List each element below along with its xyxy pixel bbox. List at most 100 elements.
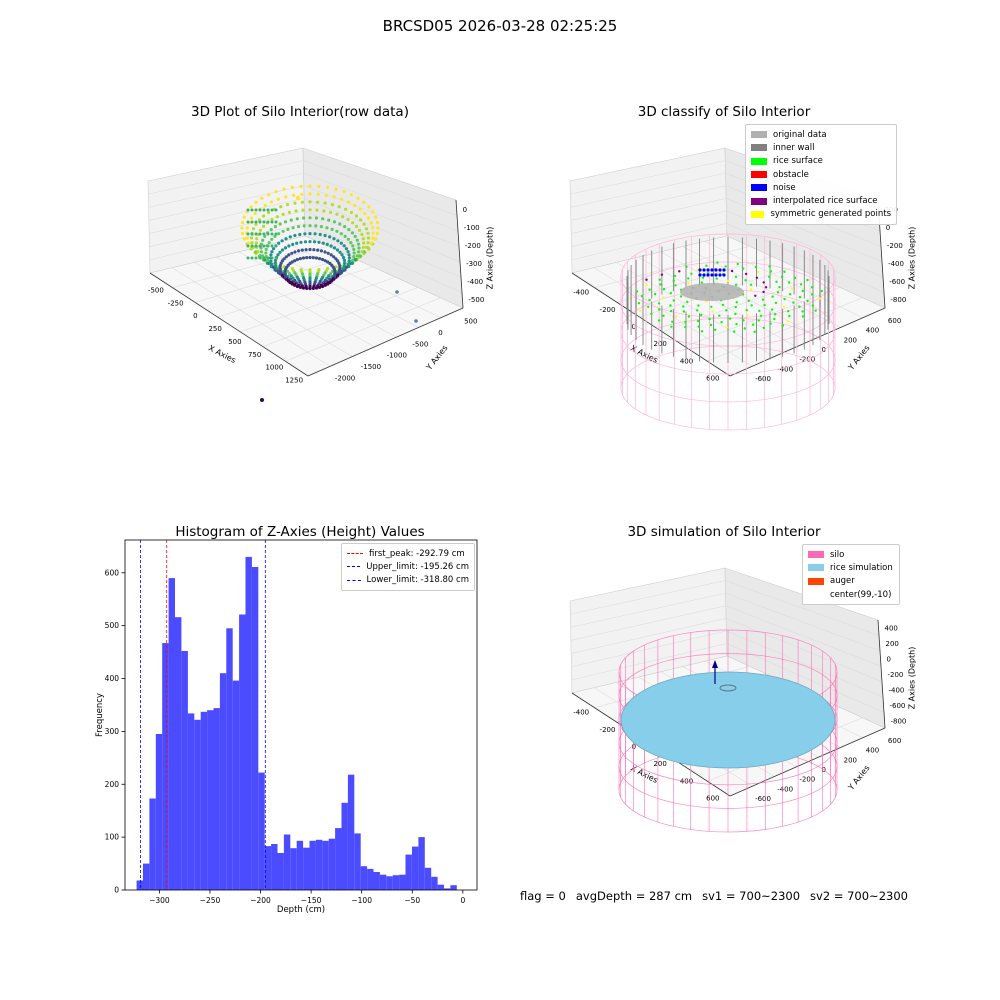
data-point — [249, 205, 253, 209]
legend-label: original data — [773, 129, 827, 140]
histogram-bar — [405, 854, 412, 890]
surface-point — [778, 286, 781, 289]
x-tick-label: −200 — [250, 896, 271, 905]
x-tick-label: -200 — [600, 306, 616, 314]
legend-label: center(99,-10) — [830, 589, 892, 600]
data-point — [312, 248, 316, 252]
surface-point — [762, 290, 765, 294]
x-tick-label: -200 — [600, 726, 616, 734]
surface-point — [783, 297, 786, 301]
surface-point — [769, 270, 773, 273]
x-tick-label: -400 — [573, 709, 589, 717]
data-point — [240, 226, 244, 230]
data-point — [245, 236, 249, 240]
surface-point — [721, 303, 725, 307]
histogram-bar — [354, 833, 361, 890]
noise-point — [714, 268, 718, 272]
center-marker — [719, 684, 737, 692]
data-point — [364, 245, 369, 249]
data-point — [356, 196, 360, 200]
data-point — [314, 224, 318, 228]
grid-line — [725, 592, 881, 652]
y-tick-label: 0 — [822, 346, 826, 354]
x-tick-label: 0 — [193, 312, 197, 320]
surface-point — [820, 289, 823, 293]
data-point — [300, 248, 304, 252]
data-point — [349, 241, 353, 245]
x-axis-label: Depth (cm) — [277, 905, 325, 915]
grid-line — [217, 266, 373, 318]
grid-line — [303, 160, 458, 216]
data-point — [316, 248, 320, 252]
data-point — [250, 220, 254, 224]
data-point — [351, 244, 355, 248]
data-point — [266, 244, 270, 248]
x-tick-label: 1250 — [285, 377, 303, 385]
data-point — [302, 224, 306, 228]
data-point — [258, 244, 262, 248]
legend-swatch — [751, 171, 767, 179]
histogram-title: Histogram of Z-Axies (Height) Values — [175, 524, 425, 540]
surface-point — [728, 317, 732, 320]
data-point — [267, 261, 271, 265]
z-tick-label: -800 — [891, 717, 907, 725]
surface-point — [709, 323, 713, 327]
data-point — [330, 203, 334, 207]
data-point — [369, 221, 373, 225]
surface-point — [701, 276, 705, 279]
surface-point — [752, 323, 755, 326]
data-point — [267, 193, 271, 197]
data-point — [283, 220, 288, 224]
data-point — [301, 286, 306, 290]
surface-point — [657, 302, 661, 305]
y-tick-label: -400 — [777, 785, 793, 793]
data-point — [332, 246, 337, 250]
data-point — [329, 272, 333, 276]
surface-point — [734, 283, 738, 286]
data-point — [261, 238, 265, 242]
surface-point — [687, 315, 691, 318]
data-point — [270, 208, 274, 212]
data-point — [358, 207, 362, 211]
histogram-legend: first_peak: -292.79 cm Upper_limit: -195… — [341, 543, 475, 591]
data-point — [308, 286, 312, 291]
x-tick-label: 600 — [706, 374, 719, 382]
noise-point — [710, 273, 714, 277]
histogram-bar — [412, 846, 419, 890]
data-point — [258, 256, 262, 260]
z-tick-label: -400 — [889, 686, 905, 694]
data-point — [371, 231, 375, 235]
data-point — [319, 225, 323, 229]
data-point — [317, 184, 321, 188]
legend-swatch — [751, 197, 767, 205]
data-point — [242, 237, 246, 241]
data-point — [317, 240, 321, 244]
surface-point — [759, 314, 763, 317]
data-point — [284, 255, 288, 259]
legend-swatch — [751, 184, 767, 192]
data-point — [291, 276, 295, 280]
surface-point — [744, 279, 747, 282]
grid-line — [194, 262, 353, 357]
grid-line — [238, 251, 397, 338]
legend-label: noise — [773, 182, 796, 193]
data-point — [246, 244, 250, 248]
grid-line — [571, 210, 727, 248]
data-point — [286, 269, 290, 273]
data-point — [250, 244, 254, 248]
histogram-bar — [296, 840, 304, 890]
data-point — [335, 229, 339, 233]
data-point — [241, 220, 245, 225]
y-tick-label: -1500 — [361, 363, 381, 371]
noise-point — [722, 268, 726, 272]
data-point — [273, 225, 277, 229]
surface-point — [662, 287, 666, 291]
grid-line — [704, 241, 863, 318]
surface-point — [762, 326, 766, 330]
data-point — [314, 216, 318, 220]
data-point — [342, 190, 346, 194]
z-tick-label: -600 — [890, 702, 906, 710]
data-point — [366, 241, 370, 245]
x-tick-label: 200 — [653, 760, 666, 768]
